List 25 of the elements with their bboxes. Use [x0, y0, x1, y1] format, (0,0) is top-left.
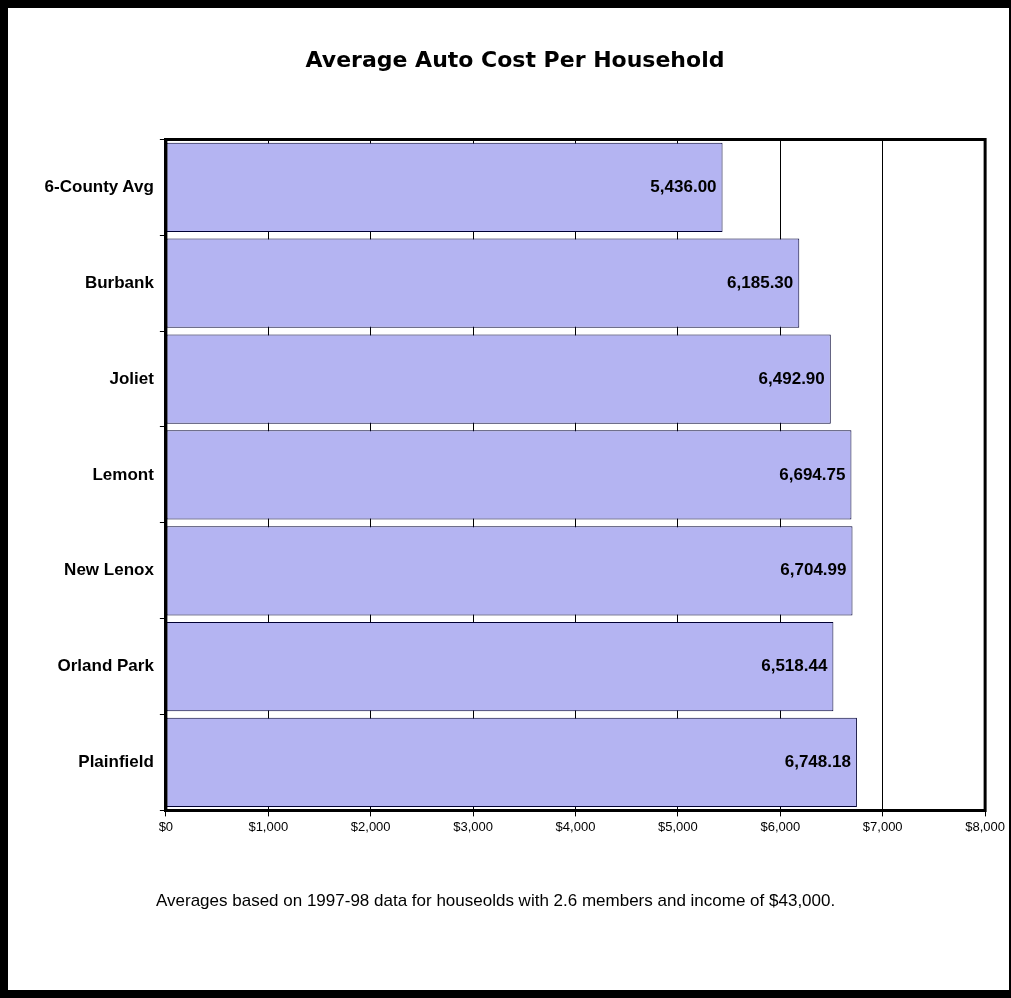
- x-tick-label: $5,000: [658, 818, 698, 834]
- y-tick-label: 6-County Avg: [44, 177, 154, 197]
- data-label: 6,748.18: [784, 752, 851, 772]
- x-tick-label: $2,000: [350, 818, 391, 834]
- data-label: 6,185.30: [727, 272, 794, 292]
- data-label: 5,436.00: [650, 177, 717, 197]
- data-label: 6,518.44: [761, 656, 828, 676]
- x-tick-label: $8,000: [965, 818, 1005, 834]
- y-tick-label: Joliet: [109, 368, 155, 388]
- x-tick-label: $3,000: [453, 818, 493, 834]
- y-tick-label: Burbank: [84, 272, 155, 292]
- x-tick-label: $0: [158, 818, 174, 834]
- x-tick-label: $1,000: [248, 818, 289, 834]
- data-label: 6,704.99: [780, 560, 847, 580]
- text: Averages based on 1997-98 data for houseolds with 2.6 members and income of $43,000.: [156, 890, 837, 912]
- y-tick-label: Lemont: [92, 464, 155, 484]
- chart-title: Average Auto Cost Per Household: [305, 46, 725, 72]
- x-tick-label: $6,000: [760, 818, 801, 834]
- y-tick-label: New Lenox: [64, 560, 155, 580]
- x-tick-label: $7,000: [862, 818, 903, 834]
- x-tick-label: $4,000: [555, 818, 596, 834]
- y-tick-label: Orland Park: [57, 656, 155, 676]
- y-tick-label: Plainfield: [78, 752, 154, 772]
- data-label: 6,694.75: [779, 464, 846, 484]
- data-label: 6,492.90: [758, 368, 825, 388]
